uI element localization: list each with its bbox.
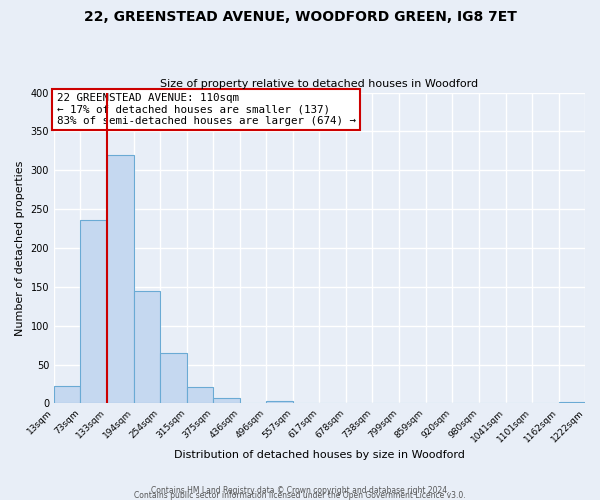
- Bar: [160, 353, 187, 404]
- Bar: [107, 154, 134, 404]
- X-axis label: Distribution of detached houses by size in Woodford: Distribution of detached houses by size …: [174, 450, 465, 460]
- Bar: [80, 220, 107, 404]
- Text: 22 GREENSTEAD AVENUE: 110sqm
← 17% of detached houses are smaller (137)
83% of s: 22 GREENSTEAD AVENUE: 110sqm ← 17% of de…: [56, 93, 356, 126]
- Bar: [266, 401, 293, 404]
- Bar: [54, 386, 80, 404]
- Text: Contains HM Land Registry data © Crown copyright and database right 2024.: Contains HM Land Registry data © Crown c…: [151, 486, 449, 495]
- Title: Size of property relative to detached houses in Woodford: Size of property relative to detached ho…: [160, 79, 479, 89]
- Text: 22, GREENSTEAD AVENUE, WOODFORD GREEN, IG8 7ET: 22, GREENSTEAD AVENUE, WOODFORD GREEN, I…: [83, 10, 517, 24]
- Y-axis label: Number of detached properties: Number of detached properties: [15, 160, 25, 336]
- Bar: [134, 290, 160, 404]
- Bar: [213, 398, 240, 404]
- Bar: [187, 387, 213, 404]
- Text: Contains public sector information licensed under the Open Government Licence v3: Contains public sector information licen…: [134, 491, 466, 500]
- Bar: [559, 402, 585, 404]
